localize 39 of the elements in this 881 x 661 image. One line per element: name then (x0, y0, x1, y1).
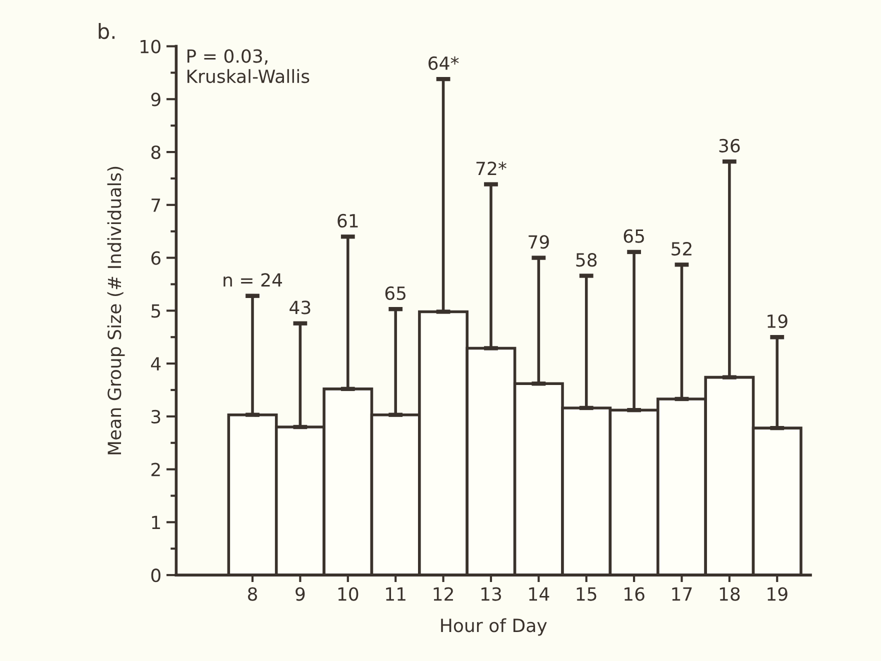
x-tick-label: 12 (434, 587, 453, 601)
annotation: 79 (528, 235, 549, 249)
x-tick-label: 15 (576, 587, 596, 601)
y-tick-label: 3 (152, 410, 160, 424)
x-axis-title: Hour of Day (441, 618, 547, 636)
y-tick-label: 9 (151, 92, 160, 106)
y-axis-title: Mean Group Size (# Individuals) (107, 166, 125, 454)
annotation: 64* (428, 56, 459, 70)
x-tick-label: 11 (386, 587, 406, 601)
y-tick-label: 2 (151, 462, 160, 476)
x-tick-label: 17 (672, 587, 692, 601)
x-tick-label: 16 (624, 587, 644, 601)
annotation: n = 24 (224, 273, 282, 287)
annotation: 19 (768, 314, 788, 328)
annotation: P = 0.03, Kruskal-Wallis (187, 49, 310, 84)
y-tick-label: 0 (151, 568, 160, 582)
x-tick-label: 19 (768, 587, 788, 601)
chart-title: b. (98, 22, 115, 40)
annotation: 65 (385, 286, 406, 300)
x-tick-label: 14 (529, 587, 550, 601)
annotation: 36 (719, 138, 740, 152)
annotation: 43 (290, 300, 310, 314)
x-tick-label: 18 (720, 587, 740, 601)
y-tick-label: 1 (152, 516, 160, 530)
y-tick-label: 5 (152, 304, 160, 318)
y-tick-label: 6 (151, 251, 160, 265)
annotation: 61 (338, 214, 358, 228)
x-tick-label: 10 (338, 587, 358, 601)
y-tick-label: 8 (151, 145, 160, 160)
annotation: 52 (672, 242, 692, 256)
x-tick-label: 13 (481, 587, 502, 601)
x-tick-label: 9 (296, 587, 305, 601)
x-tick-label: 8 (248, 587, 258, 601)
y-tick-label: 4 (151, 357, 161, 370)
y-tick-label: 10 (140, 40, 160, 54)
y-tick-label: 7 (152, 198, 160, 212)
annotation: 72* (476, 162, 506, 175)
annotation: 65 (624, 229, 644, 243)
annotation: 58 (576, 253, 597, 267)
